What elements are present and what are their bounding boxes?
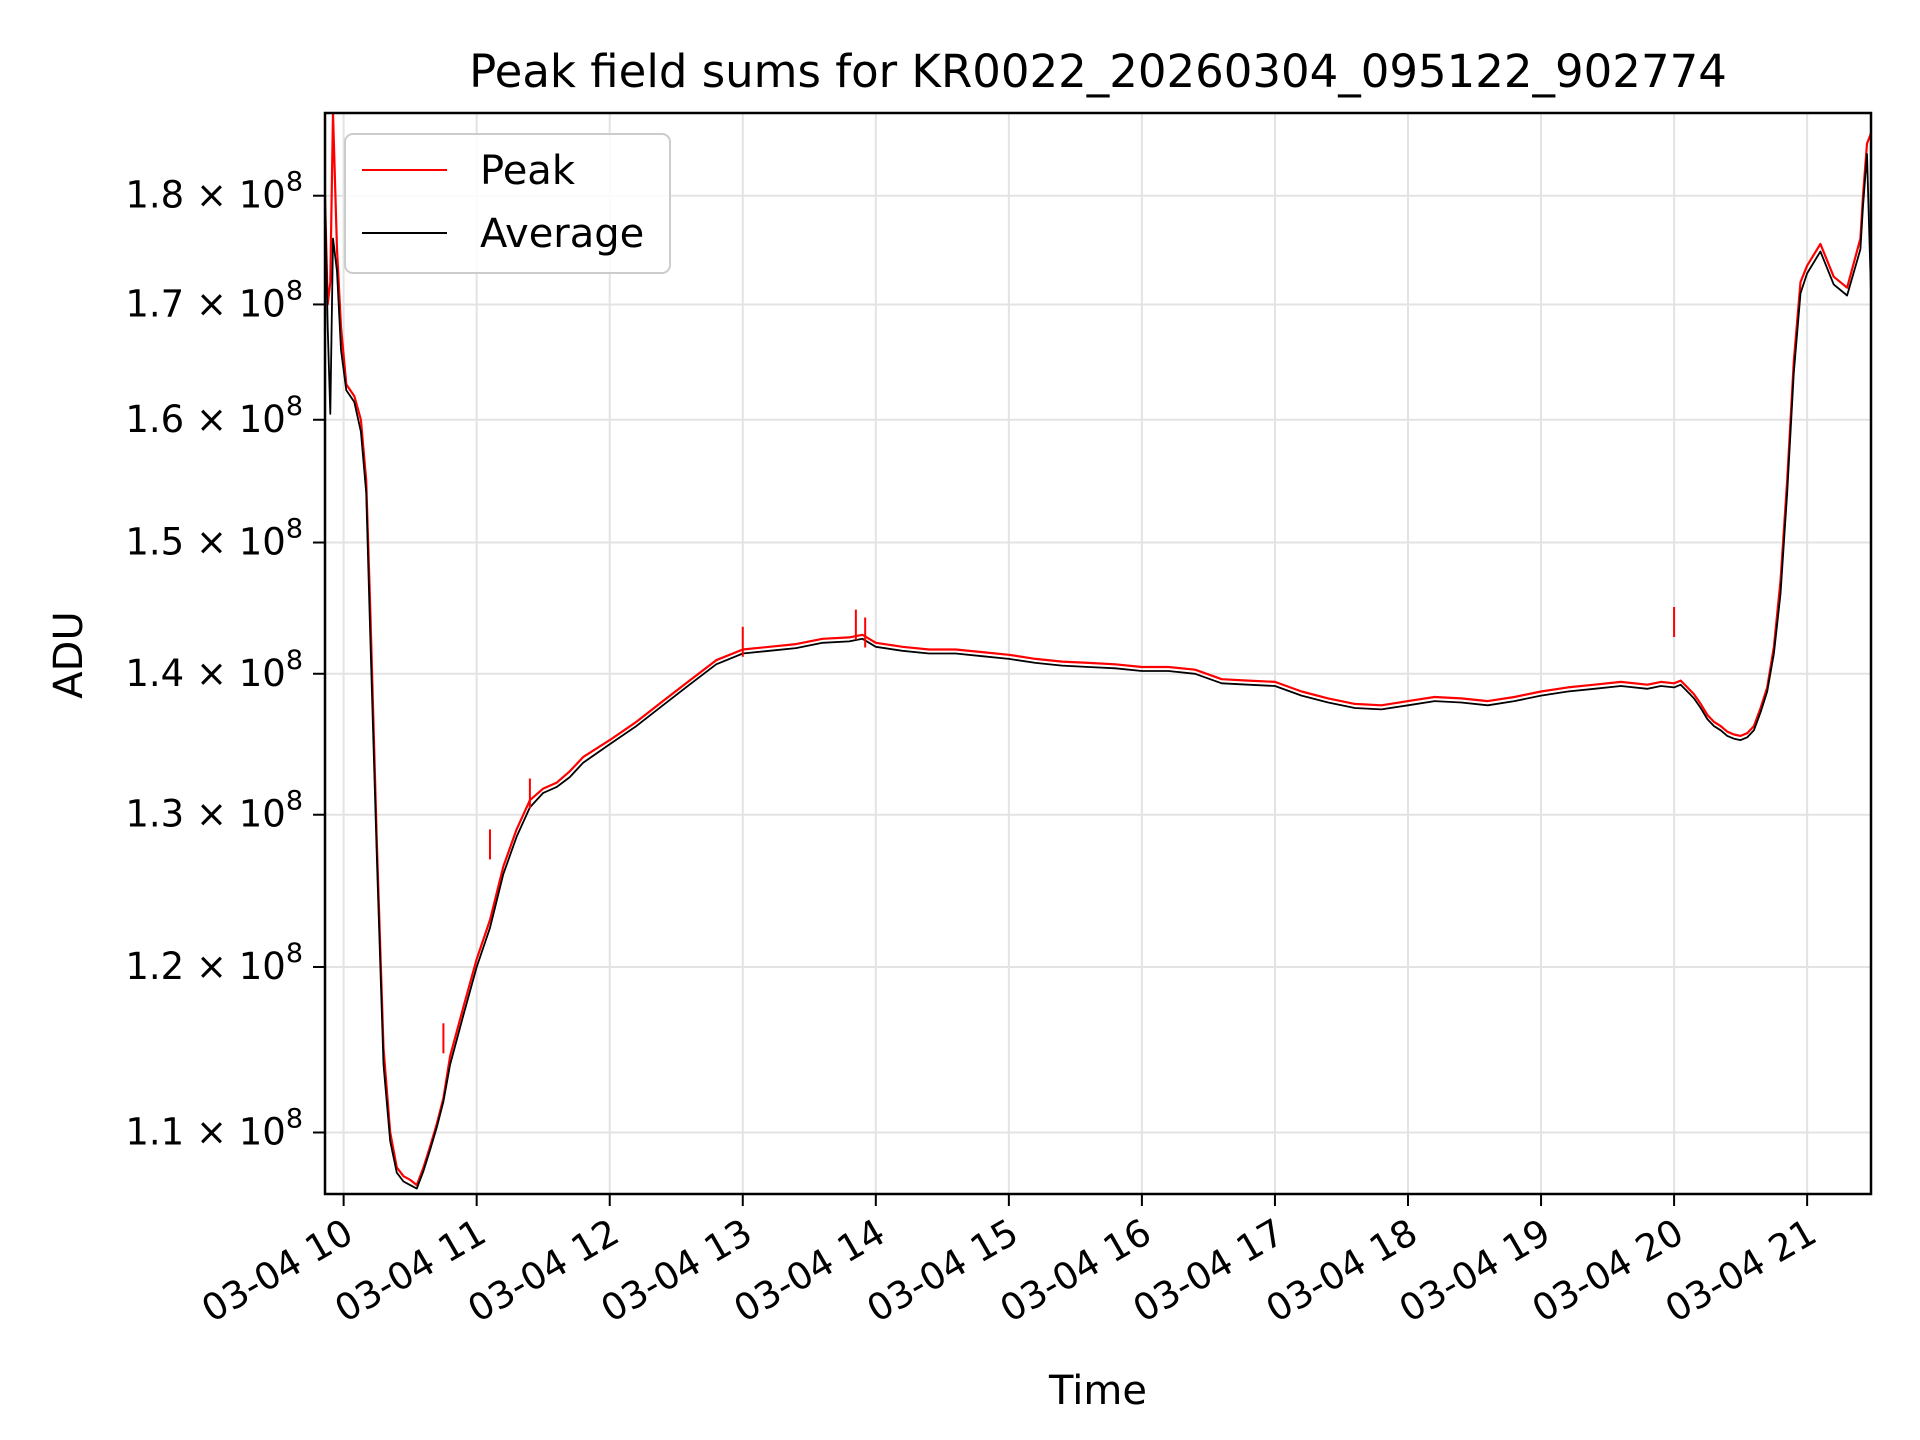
y-tick-mantissa: 1.7 × 10 — [125, 282, 285, 325]
y-tick-exponent: 8 — [286, 938, 303, 969]
legend-peak-label: Peak — [480, 148, 576, 194]
y-tick-exponent: 8 — [286, 167, 303, 198]
y-tick-mantissa: 1.5 × 10 — [125, 521, 285, 564]
y-axis-label: ADU — [46, 611, 92, 698]
y-tick-mantissa: 1.3 × 10 — [125, 793, 285, 836]
y-tick-label: 1.2 × 108 — [125, 938, 303, 988]
grid — [325, 113, 1871, 1194]
series-line-average — [325, 152, 1871, 1190]
chart-title: Peak field sums for KR0022_20260304_0951… — [469, 45, 1727, 98]
y-tick-mantissa: 1.8 × 10 — [125, 174, 285, 217]
series-layer — [325, 113, 1871, 1190]
y-tick-exponent: 8 — [286, 645, 303, 676]
y-tick-mantissa: 1.2 × 10 — [125, 945, 285, 988]
y-tick-label: 1.1 × 108 — [125, 1103, 303, 1153]
y-tick-label: 1.5 × 108 — [125, 514, 303, 564]
legend-box — [344, 133, 671, 274]
y-tick-label: 1.8 × 108 — [125, 167, 303, 217]
y-tick-exponent: 8 — [286, 275, 303, 306]
y-tick-label: 1.3 × 108 — [125, 786, 303, 836]
y-tick-label: 1.6 × 108 — [125, 391, 303, 441]
y-tick-label: 1.4 × 108 — [125, 645, 303, 695]
y-tick-exponent: 8 — [286, 391, 303, 422]
y-tick-label: 1.7 × 108 — [125, 275, 303, 325]
y-tick-exponent: 8 — [286, 786, 303, 817]
y-tick-exponent: 8 — [286, 1103, 303, 1134]
legend-average-label: Average — [480, 211, 644, 257]
plot-frame — [323, 111, 1873, 1196]
y-tick-mantissa: 1.4 × 10 — [125, 652, 285, 695]
y-tick-exponent: 8 — [286, 514, 303, 545]
legend: Peak Average — [344, 133, 671, 274]
y-tick-mantissa: 1.1 × 10 — [125, 1110, 285, 1153]
series-line-peak — [325, 113, 1871, 1187]
x-axis-label: Time — [1048, 1368, 1147, 1414]
y-tick-mantissa: 1.6 × 10 — [125, 398, 285, 441]
